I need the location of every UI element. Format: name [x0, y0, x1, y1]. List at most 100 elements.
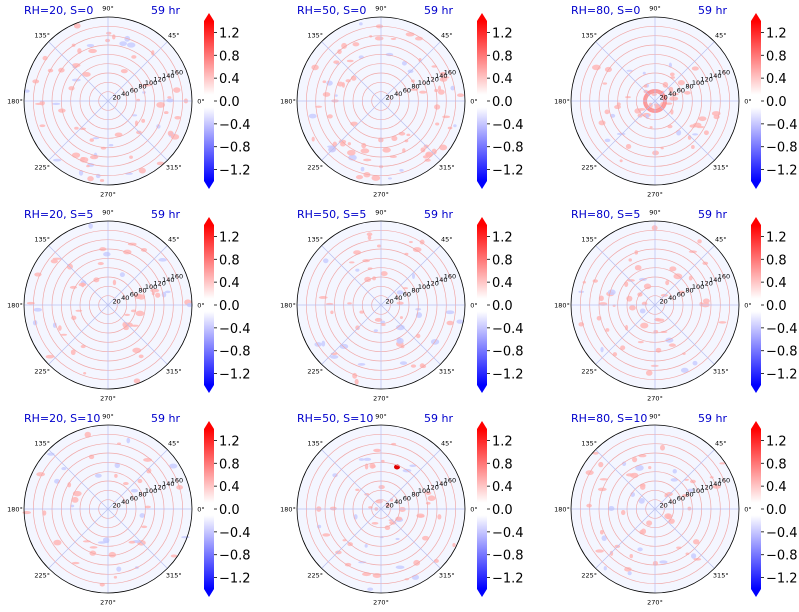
anomaly-mark [113, 575, 118, 579]
anomaly-mark [53, 539, 62, 546]
r-tick-label: 100 [145, 487, 157, 495]
colorbar-tick-label: −1.2 [219, 368, 251, 383]
anomaly-mark [422, 535, 430, 541]
anomaly-mark [665, 337, 674, 343]
anomaly-mark [34, 272, 42, 277]
theta-tick-label: 180° [554, 98, 570, 106]
anomaly-mark [396, 301, 404, 305]
theta-tick-label: 90° [375, 209, 387, 217]
panel-time-label: 59 hr [698, 4, 727, 17]
anomaly-mark [156, 161, 165, 166]
angle-spoke [380, 508, 441, 569]
theta-tick-label: 270° [373, 395, 389, 403]
anomaly-mark [676, 129, 682, 136]
colorbar-tick-label: −1.2 [766, 164, 798, 179]
r-tick-label: 40 [394, 90, 402, 98]
colorbar-tick-label: −0.4 [766, 322, 798, 337]
anomaly-mark [34, 102, 43, 105]
colorbar-extend-bottom [204, 181, 214, 189]
theta-tick-label: 0° [744, 98, 751, 106]
anomaly-mark [142, 83, 152, 87]
theta-tick-label: 0° [470, 302, 477, 310]
anomaly-mark [329, 506, 337, 511]
anomaly-mark [630, 472, 639, 479]
colorbar-tick-label: −0.4 [219, 118, 251, 133]
colorbar-tick-label: 0.0 [766, 503, 787, 518]
colorbar: 1.2 0.8 0.4 0.0 −0.4 −0.8 −1.2 [751, 13, 798, 189]
r-tick-label: 60 [130, 290, 138, 298]
colorbar-tick-label: −0.4 [219, 322, 251, 337]
anomaly-mark [137, 294, 146, 300]
anomaly-mark [654, 317, 661, 322]
r-tick-label: 120 [701, 484, 713, 492]
colorbar-tick-label: 0.4 [766, 72, 787, 87]
colorbar: 1.2 0.8 0.4 0.0 −0.4 −0.8 −1.2 [751, 217, 798, 393]
anomaly-mark [122, 482, 129, 486]
colorbar-extend-bottom [477, 589, 487, 597]
colorbar-tick-label: −1.2 [492, 572, 524, 587]
r-tick-label: 160 [718, 68, 730, 76]
anomaly-mark [26, 301, 35, 305]
anomaly-mark [169, 463, 178, 469]
polar-frame [570, 424, 740, 594]
polar-frame [296, 16, 466, 186]
colorbar-tick-label: −0.8 [492, 549, 524, 564]
anomaly-mark [600, 346, 604, 353]
anomaly-mark [659, 560, 668, 564]
anomaly-mark [399, 316, 403, 319]
r-tick-label: 80 [411, 491, 419, 499]
anomaly-mark [419, 90, 427, 94]
colorbar: 1.2 0.8 0.4 0.0 −0.4 −0.8 −1.2 [477, 421, 524, 597]
angle-spoke [321, 100, 382, 161]
anomaly-mark [637, 547, 643, 552]
anomaly-mark [71, 496, 79, 503]
anomaly-mark [164, 290, 171, 294]
colorbar-extend-top [204, 13, 214, 21]
anomaly-mark [645, 370, 653, 376]
anomaly-mark [639, 308, 646, 314]
colorbar-fill [477, 429, 487, 589]
anomaly-mark [106, 31, 112, 35]
anomaly-mark [646, 520, 653, 526]
panel-title: RH=50, S=5 [297, 208, 366, 221]
angle-spoke [321, 449, 382, 510]
colorbar-fill [751, 429, 761, 589]
anomaly-mark [711, 111, 721, 117]
colorbar-fill [204, 429, 214, 589]
anomaly-mark [42, 510, 47, 516]
anomaly-mark [369, 462, 376, 469]
anomaly-mark [315, 105, 323, 108]
anomaly-mark [413, 559, 421, 566]
anomaly-mark [347, 149, 356, 156]
anomaly-mark [144, 505, 151, 509]
anomaly-mark [625, 96, 631, 99]
anomaly-mark [586, 503, 592, 508]
angle-spoke [380, 41, 441, 102]
anomaly-mark [395, 537, 400, 541]
anomaly-mark [439, 144, 448, 151]
colorbar-tick-label: 1.2 [766, 230, 787, 245]
colorbar-extend-top [204, 217, 214, 225]
anomaly-mark [599, 478, 609, 481]
anomaly-mark [703, 130, 709, 136]
colorbar-extend-top [751, 13, 761, 21]
r-tick-label: 20 [659, 93, 667, 101]
anomaly-mark [415, 333, 421, 339]
r-tick-label: 140 [435, 480, 447, 488]
anomaly-mark [132, 347, 142, 354]
anomaly-mark [395, 565, 405, 570]
anomaly-mark [359, 310, 365, 314]
anomaly-mark [598, 295, 604, 302]
theta-tick-label: 315° [439, 367, 455, 375]
anomaly-mark [391, 135, 398, 142]
anomaly-mark [405, 32, 415, 37]
anomaly-mark [401, 61, 407, 66]
theta-tick-label: 45° [168, 32, 180, 40]
colorbar-tick-label: 0.8 [219, 253, 240, 268]
anomaly-mark [624, 567, 632, 572]
angle-spoke [380, 449, 441, 510]
theta-tick-label: 315° [713, 367, 729, 375]
anomaly-mark [170, 554, 178, 558]
